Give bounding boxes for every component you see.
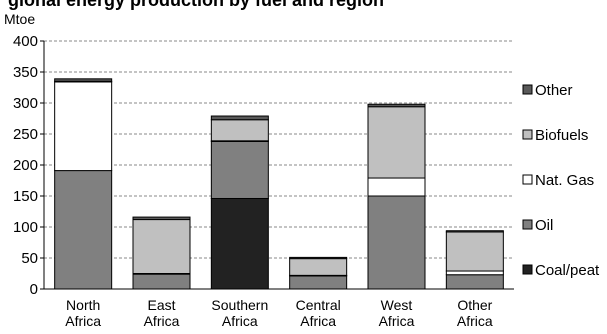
bar-segment-biofuels [367, 106, 426, 179]
x-tick-label: Africa [300, 313, 336, 329]
y-tick-label: 350 [13, 64, 38, 81]
bar-segment-oil [210, 140, 269, 199]
y-tick-label: 100 [13, 219, 38, 236]
bar-segment-oil [132, 273, 191, 290]
x-tick-label: North [66, 297, 100, 313]
bar-segment-other [367, 103, 426, 108]
y-axis-label: Mtoe [4, 11, 35, 27]
bar-segment-coal-peat [210, 197, 269, 290]
x-tick-label: Other [457, 297, 492, 313]
bar-segment-biofuels [445, 231, 504, 272]
y-tick-label: 250 [13, 126, 38, 143]
bars-group [54, 78, 504, 290]
bar-segment-nat-gas [54, 81, 113, 172]
legend-label: Biofuels [535, 127, 588, 144]
x-tick-label: East [147, 297, 175, 313]
legend-swatch [522, 264, 533, 275]
axes [40, 40, 514, 290]
bar-segment-oil [367, 195, 426, 290]
y-tick-labels: 0 50 100 150 200 250 300 350 400 [13, 33, 38, 298]
bar-segment-biofuels [132, 219, 191, 274]
x-tick-label: Southern [211, 297, 268, 313]
legend-label: Coal/peat [535, 262, 600, 279]
bar-segment-other [132, 216, 191, 221]
x-tick-labels: NorthAfricaEastAfricaSouthernAfricaCentr… [65, 297, 493, 329]
y-tick-label: 300 [13, 95, 38, 112]
x-tick-label: Africa [222, 313, 258, 329]
x-tick-label: Central [296, 297, 341, 313]
legend-label: Nat. Gas [535, 172, 594, 189]
bar-segment-biofuels [289, 258, 348, 276]
y-tick-label: 0 [30, 281, 38, 298]
y-tick-label: 400 [13, 33, 38, 50]
bar-segment-oil [445, 274, 504, 290]
bar-segment-nat-gas [445, 270, 504, 276]
bar-segment-nat-gas [367, 177, 426, 197]
bar-segment-other [445, 230, 504, 233]
bar-segment-oil [289, 275, 348, 290]
bar-segment-other [289, 256, 348, 260]
gridlines [44, 40, 514, 259]
chart-title: gional energy production by fuel and reg… [8, 0, 385, 10]
x-tick-label: Africa [379, 313, 415, 329]
legend-swatch [522, 84, 533, 95]
x-tick-label: West [381, 297, 413, 313]
legend-swatch [522, 174, 533, 185]
bar-segment-other [54, 78, 113, 82]
x-tick-label: Africa [457, 313, 493, 329]
y-tick-label: 50 [21, 250, 38, 267]
y-tick-label: 200 [13, 157, 38, 174]
legend-swatch [522, 219, 533, 230]
legend-swatch [522, 129, 533, 140]
legend: Other Biofuels Nat. Gas Oil Coal/peat [522, 82, 600, 279]
bar-segment-other [210, 115, 269, 121]
bar-segment-oil [54, 170, 113, 290]
y-tick-label: 150 [13, 188, 38, 205]
x-tick-label: Africa [65, 313, 101, 329]
legend-label: Oil [535, 217, 553, 234]
x-tick-label: Africa [144, 313, 180, 329]
legend-label: Other [535, 82, 573, 99]
bar-segment-biofuels [210, 119, 269, 142]
